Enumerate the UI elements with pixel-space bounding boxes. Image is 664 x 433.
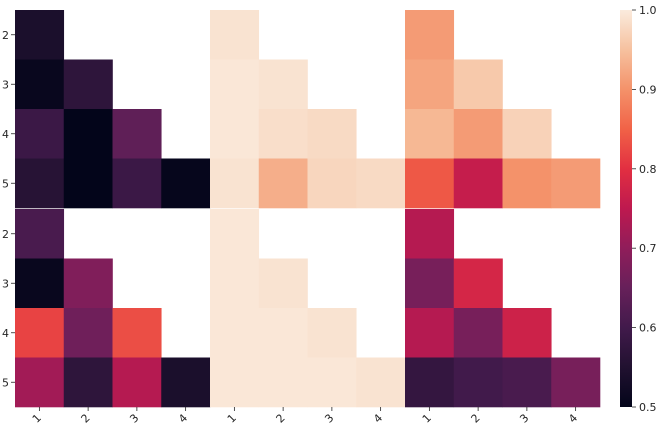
heatmap-cell bbox=[112, 357, 162, 408]
heatmap-cell bbox=[258, 59, 308, 110]
heatmap-cell bbox=[210, 109, 260, 159]
heatmap-panel-0-2 bbox=[405, 10, 601, 209]
heatmap-cell bbox=[307, 308, 357, 358]
heatmap-cell bbox=[161, 357, 211, 408]
heatmap-cell bbox=[210, 59, 260, 110]
x-tick-label: 1 bbox=[420, 411, 434, 425]
heatmap-cell bbox=[453, 59, 503, 110]
heatmap-cell bbox=[453, 357, 503, 408]
heatmap-cell bbox=[63, 109, 113, 159]
heatmap-panel-1-2 bbox=[405, 209, 601, 408]
heatmap-cell bbox=[15, 109, 65, 159]
heatmap-cell bbox=[405, 10, 455, 60]
heatmap-cell bbox=[258, 357, 308, 408]
heatmap-cell bbox=[453, 258, 503, 309]
x-tick-label: 3 bbox=[322, 411, 336, 425]
heatmap-cell bbox=[405, 258, 455, 309]
heatmap-cell bbox=[63, 258, 113, 309]
x-tick-label: 4 bbox=[371, 411, 385, 425]
heatmap-cell bbox=[405, 209, 455, 259]
heatmap-cell bbox=[210, 308, 260, 358]
heatmap-cell bbox=[210, 158, 260, 209]
x-tick-label: 2 bbox=[469, 411, 483, 425]
heatmap-panel-0-0 bbox=[15, 10, 211, 209]
heatmap-panel-1-0 bbox=[15, 209, 211, 408]
y-tick-label: 4 bbox=[2, 128, 9, 141]
colorbar-tick-label: 0.8 bbox=[639, 163, 657, 176]
x-tick-label: 2 bbox=[274, 411, 288, 425]
colorbar-tick-label: 0.5 bbox=[639, 401, 657, 414]
x-tick-label: 3 bbox=[517, 411, 531, 425]
colorbar-tick-label: 0.7 bbox=[639, 242, 657, 255]
y-tick-label: 4 bbox=[2, 327, 9, 340]
heatmap-cell bbox=[405, 158, 455, 209]
heatmap-cell bbox=[356, 357, 406, 408]
x-tick-label: 4 bbox=[566, 411, 580, 425]
heatmap-cell bbox=[502, 308, 552, 358]
heatmap-cell bbox=[307, 158, 357, 209]
colorbar bbox=[620, 10, 632, 407]
heatmap-panel-1-1 bbox=[210, 209, 406, 408]
colorbar-tick-label: 1.0 bbox=[639, 4, 657, 17]
heatmap-cell bbox=[307, 109, 357, 159]
heatmap-cell bbox=[112, 158, 162, 209]
heatmap-cell bbox=[112, 308, 162, 358]
y-tick-label: 3 bbox=[2, 78, 9, 91]
heatmap-cell bbox=[15, 59, 65, 110]
heatmap-cell bbox=[15, 158, 65, 209]
heatmap-cell bbox=[15, 10, 65, 60]
heatmap-cell bbox=[210, 258, 260, 309]
heatmap-cell bbox=[15, 357, 65, 408]
heatmap-cell bbox=[15, 258, 65, 309]
y-tick-label: 5 bbox=[2, 376, 9, 389]
x-tick-label: 2 bbox=[79, 411, 93, 425]
heatmap-cell bbox=[63, 308, 113, 358]
heatmap-cell bbox=[63, 59, 113, 110]
heatmap-panel-0-1 bbox=[210, 10, 406, 209]
y-tick-label: 3 bbox=[2, 277, 9, 290]
heatmap-cell bbox=[453, 158, 503, 209]
heatmap-cell bbox=[405, 308, 455, 358]
heatmap-cell bbox=[15, 308, 65, 358]
heatmap-cell bbox=[258, 308, 308, 358]
heatmap-cell bbox=[502, 357, 552, 408]
heatmap-cell bbox=[502, 109, 552, 159]
heatmap-cell bbox=[161, 158, 211, 209]
colorbar-tick-label: 0.6 bbox=[639, 322, 657, 335]
colorbar-tick-label: 0.9 bbox=[639, 83, 657, 96]
heatmap-cell bbox=[453, 308, 503, 358]
heatmap-cell bbox=[405, 109, 455, 159]
x-tick-label: 1 bbox=[30, 411, 44, 425]
y-tick-label: 5 bbox=[2, 177, 9, 190]
heatmap-cell bbox=[210, 10, 260, 60]
heatmap-cell bbox=[405, 357, 455, 408]
heatmap-cell bbox=[356, 158, 406, 209]
heatmap-cell bbox=[112, 109, 162, 159]
heatmap-cell bbox=[258, 258, 308, 309]
y-tick-label: 2 bbox=[2, 228, 9, 241]
heatmap-cell bbox=[307, 357, 357, 408]
heatmap-cell bbox=[453, 109, 503, 159]
heatmap-cell bbox=[258, 109, 308, 159]
heatmap-cell bbox=[63, 357, 113, 408]
heatmap-cell bbox=[15, 209, 65, 259]
x-tick-label: 3 bbox=[127, 411, 141, 425]
heatmap-cell bbox=[210, 357, 260, 408]
heatmap-cell bbox=[258, 158, 308, 209]
heatmap-cell bbox=[551, 357, 601, 408]
heatmap-cell bbox=[63, 158, 113, 209]
x-tick-label: 1 bbox=[225, 411, 239, 425]
heatmap-cell bbox=[210, 209, 260, 259]
heatmap-cell bbox=[551, 158, 601, 209]
y-tick-label: 2 bbox=[2, 29, 9, 42]
heatmap-cell bbox=[405, 59, 455, 110]
heatmap-cell bbox=[502, 158, 552, 209]
x-tick-label: 4 bbox=[176, 411, 190, 425]
